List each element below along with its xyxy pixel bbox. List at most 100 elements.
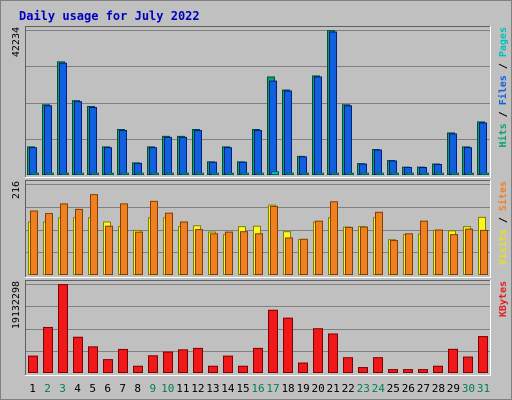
x-tick-label: 6 bbox=[104, 382, 111, 395]
bar-files-day-30 bbox=[464, 147, 472, 176]
panel-hits: 42234 Hits / Files / Pages bbox=[11, 26, 509, 178]
bar-sites-day-5 bbox=[90, 194, 98, 275]
bar-pages-day-2 bbox=[46, 172, 54, 176]
bar-files-day-13 bbox=[209, 161, 217, 176]
y-max-label: 216 bbox=[11, 181, 22, 199]
legend-files: Files bbox=[497, 75, 509, 105]
bar-sites-day-4 bbox=[75, 208, 83, 275]
x-tick-label: 17 bbox=[266, 382, 279, 395]
bar-kbytes-day-21 bbox=[328, 333, 338, 373]
bar-pages-day-15 bbox=[241, 172, 249, 176]
x-tick-label: 26 bbox=[402, 382, 415, 395]
bar-kbytes-day-25 bbox=[388, 369, 398, 373]
bar-files-day-1 bbox=[29, 147, 37, 176]
bar-kbytes-day-15 bbox=[238, 365, 248, 374]
y-max-label: 42234 bbox=[11, 27, 22, 57]
bar-files-day-15 bbox=[239, 161, 247, 176]
x-axis-labels: 1 2 3 4 5 6 7 8 9 10 11 12 13 14 15 16 17 18 19 20 21 22 23 24 2… bbox=[29, 382, 490, 395]
bar-files-day-7 bbox=[119, 130, 127, 175]
panel-visits: 216 Visits / Sites bbox=[11, 180, 509, 278]
bar-files-day-20 bbox=[314, 76, 322, 175]
panel-legend: KBytes bbox=[498, 281, 509, 317]
bar-sites-day-26 bbox=[405, 233, 413, 276]
bar-kbytes-day-13 bbox=[208, 365, 218, 374]
x-tick-label: 7 bbox=[119, 382, 126, 395]
bar-sites-day-13 bbox=[210, 233, 218, 276]
bar-sites-day-9 bbox=[150, 200, 158, 275]
x-tick-label: 13 bbox=[206, 382, 219, 395]
bar-pages-day-30 bbox=[466, 172, 474, 176]
bar-pages-day-3 bbox=[61, 172, 69, 176]
x-tick-label: 31 bbox=[477, 382, 490, 395]
x-tick-label: 9 bbox=[149, 382, 156, 395]
legend-separator: / bbox=[498, 57, 509, 75]
bar-files-day-12 bbox=[194, 130, 202, 175]
bar-pages-day-26 bbox=[406, 172, 414, 176]
bar-pages-day-5 bbox=[91, 172, 99, 176]
bar-pages-day-10 bbox=[166, 172, 174, 176]
x-tick-label: 10 bbox=[161, 382, 174, 395]
x-tick-label: 15 bbox=[236, 382, 249, 395]
bar-sites-day-19 bbox=[300, 238, 308, 276]
bar-sites-day-24 bbox=[375, 211, 383, 275]
x-tick-label: 16 bbox=[251, 382, 264, 395]
bar-kbytes-day-26 bbox=[403, 369, 413, 373]
bar-sites-day-25 bbox=[390, 240, 398, 276]
legend-separator: / bbox=[498, 211, 509, 229]
bar-kbytes-day-2 bbox=[43, 326, 53, 374]
y-max-label: 19132298 bbox=[11, 281, 22, 329]
bar-kbytes-day-1 bbox=[28, 355, 38, 374]
x-tick-label: 2 bbox=[44, 382, 51, 395]
x-tick-label: 5 bbox=[89, 382, 96, 395]
bar-pages-day-22 bbox=[346, 172, 354, 176]
bar-sites-day-29 bbox=[450, 234, 458, 276]
bar-pages-day-28 bbox=[436, 172, 444, 176]
legend-visits: Visits bbox=[497, 229, 509, 265]
bar-sites-day-3 bbox=[60, 203, 68, 275]
bar-kbytes-day-9 bbox=[148, 355, 158, 374]
bar-kbytes-day-16 bbox=[253, 347, 263, 374]
bar-files-day-29 bbox=[449, 133, 457, 175]
x-tick-label: 23 bbox=[357, 382, 370, 395]
x-tick-label: 12 bbox=[191, 382, 204, 395]
bar-files-day-24 bbox=[374, 149, 382, 176]
x-tick-label: 24 bbox=[372, 382, 386, 395]
bar-kbytes-day-4 bbox=[73, 336, 83, 374]
bar-kbytes-day-10 bbox=[163, 351, 173, 374]
bar-sites-day-11 bbox=[180, 221, 188, 276]
x-tick-label: 21 bbox=[327, 382, 340, 395]
panel-legend: Visits / Sites bbox=[497, 181, 509, 265]
bar-files-day-21 bbox=[329, 31, 337, 175]
bar-files-day-6 bbox=[104, 147, 112, 176]
bar-kbytes-day-22 bbox=[343, 357, 353, 373]
x-tick-label: 30 bbox=[462, 382, 475, 395]
bar-kbytes-day-14 bbox=[223, 355, 233, 374]
x-tick-label: 4 bbox=[74, 382, 81, 395]
bar-sites-day-21 bbox=[330, 201, 338, 275]
x-tick-label: 3 bbox=[59, 382, 66, 395]
bar-sites-day-1 bbox=[30, 210, 38, 276]
chart-title: Daily usage for July 2022 bbox=[19, 9, 200, 23]
bar-files-day-19 bbox=[299, 156, 307, 175]
bar-files-day-11 bbox=[179, 136, 187, 176]
bar-sites-day-6 bbox=[105, 225, 113, 275]
bar-pages-day-31 bbox=[481, 172, 489, 176]
bar-pages-day-16 bbox=[256, 172, 264, 176]
bar-sites-day-14 bbox=[225, 231, 233, 275]
bar-kbytes-day-5 bbox=[88, 346, 98, 373]
bar-kbytes-day-19 bbox=[298, 362, 308, 374]
x-tick-label: 14 bbox=[221, 382, 235, 395]
bar-pages-day-29 bbox=[451, 172, 459, 176]
bar-pages-day-4 bbox=[76, 172, 84, 176]
bar-pages-day-13 bbox=[211, 172, 219, 176]
bar-kbytes-day-6 bbox=[103, 359, 113, 374]
bar-pages-day-18 bbox=[286, 172, 294, 176]
bar-files-day-16 bbox=[254, 130, 262, 175]
bar-kbytes-day-3 bbox=[58, 284, 68, 373]
bar-pages-day-24 bbox=[376, 172, 384, 176]
x-tick-label: 25 bbox=[387, 382, 400, 395]
bar-kbytes-day-18 bbox=[283, 317, 293, 373]
bar-sites-day-7 bbox=[120, 203, 128, 275]
bar-files-day-17 bbox=[269, 80, 277, 175]
bar-files-day-10 bbox=[164, 136, 172, 176]
